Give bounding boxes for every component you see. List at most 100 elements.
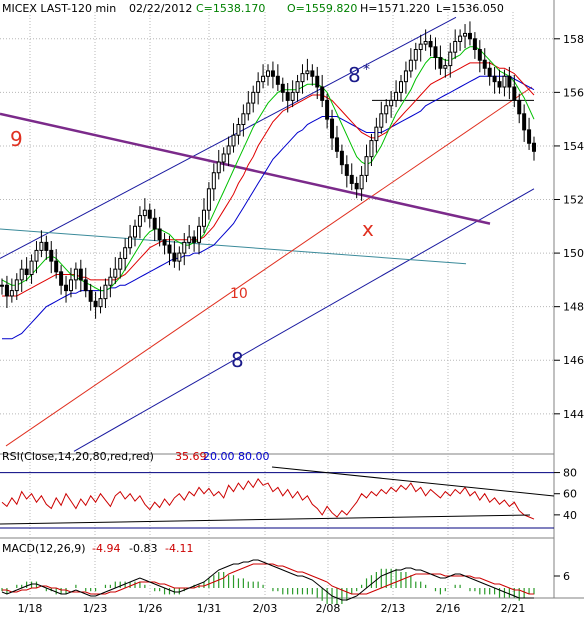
candle-body: [152, 217, 157, 230]
candle-body: [9, 290, 14, 297]
macd-label: MACD(12,26,9): [2, 542, 86, 555]
candle-body: [270, 70, 275, 77]
candle-body: [492, 75, 497, 83]
candle-body: [251, 91, 256, 104]
candle-body: [241, 113, 246, 126]
macd-tick-label: 6: [563, 570, 570, 583]
chart-title: MICEX LAST-120 min: [2, 2, 117, 15]
rsi-support-line: [0, 514, 531, 525]
candle-body: [98, 298, 103, 308]
trend-line-10: [5, 86, 533, 447]
candle-body: [246, 102, 251, 115]
candle-body: [14, 279, 19, 292]
macd-v2: -0.83: [129, 542, 157, 555]
candle-body: [325, 99, 330, 120]
candle-body: [59, 271, 64, 286]
candle-body: [423, 40, 428, 45]
candle-body: [4, 284, 9, 297]
candle-body: [502, 75, 507, 88]
candle-body: [78, 268, 83, 281]
candle-body: [19, 268, 24, 281]
chart-date: 02/22/2012: [129, 2, 193, 15]
close-value: C=1538.170: [196, 2, 266, 15]
high-value: H=1571.220: [360, 2, 430, 15]
candle-body: [477, 49, 482, 61]
candle-body: [463, 32, 468, 37]
open-value: O=1559.820: [287, 2, 358, 15]
candle-body: [172, 252, 177, 262]
candle-body: [315, 75, 320, 88]
candle-body: [394, 91, 399, 101]
price-tick-label: 1440: [563, 408, 584, 421]
time-tick-label: 2/03: [253, 602, 278, 615]
annotation-8-top: 8: [348, 63, 361, 87]
rsi-resistance-line: [271, 466, 555, 497]
price-tick-label: 1500: [563, 247, 584, 260]
candle-body: [73, 268, 78, 281]
candle-body: [68, 279, 73, 292]
time-tick-label: 2/08: [316, 602, 341, 615]
candle-body: [522, 113, 527, 131]
trend-line-9: [0, 112, 491, 225]
candle-body: [34, 249, 39, 262]
annotation-10: 10: [230, 286, 248, 302]
candle-body: [103, 284, 108, 300]
candle-body: [354, 182, 359, 190]
candle-body: [418, 43, 423, 51]
candle-body: [236, 124, 241, 136]
price-tick-label: 1480: [563, 301, 584, 314]
candle-body: [162, 239, 167, 246]
candle-body: [320, 86, 325, 101]
candle-body: [305, 70, 310, 75]
candle-body: [182, 241, 187, 254]
candle-body: [108, 276, 113, 286]
time-tick-label: 1/26: [138, 602, 163, 615]
candle-body: [467, 32, 472, 40]
candle-body: [157, 228, 162, 241]
price-tick-label: 1580: [563, 33, 584, 46]
candle-body: [295, 81, 300, 93]
candle-body: [349, 174, 354, 184]
candle-body: [334, 137, 339, 152]
candle-body: [123, 247, 128, 259]
candle-body: [384, 105, 389, 115]
candle-body: [83, 279, 88, 292]
price-tick-label: 1520: [563, 194, 584, 207]
candle-body: [532, 142, 536, 152]
candle-body: [438, 57, 443, 69]
candle-body: [113, 268, 118, 278]
candle-body: [344, 164, 349, 176]
candle-body: [399, 81, 403, 93]
candle-body: [497, 81, 502, 88]
candle-body: [64, 284, 69, 292]
price-tick-label: 1460: [563, 354, 584, 367]
candle-body: [433, 46, 438, 59]
candle-body: [364, 156, 369, 176]
candle-body: [517, 99, 522, 115]
candle-body: [472, 38, 477, 51]
candle-body: [118, 257, 123, 270]
price-tick-label: 1560: [563, 86, 584, 99]
candle-body: [266, 70, 270, 77]
candle-body: [512, 86, 517, 101]
candle-body: [458, 35, 463, 42]
candle-body: [285, 91, 290, 101]
candle-body: [216, 161, 221, 174]
annotation-star: *: [363, 62, 370, 78]
candle-body: [93, 300, 98, 308]
candle-body: [211, 172, 216, 190]
candle-body: [192, 236, 197, 243]
candle-body: [369, 140, 374, 158]
candle-body: [39, 241, 44, 251]
candle-body: [24, 268, 29, 276]
time-tick-label: 1/31: [197, 602, 222, 615]
annotation-8-bottom: 8: [231, 348, 244, 372]
candle-body: [44, 241, 49, 251]
candle-body: [379, 113, 384, 128]
low-value: L=1536.050: [436, 2, 504, 15]
candle-body: [408, 59, 413, 72]
candle-body: [201, 209, 206, 227]
candle-body: [147, 209, 152, 219]
candle-body: [290, 91, 295, 101]
